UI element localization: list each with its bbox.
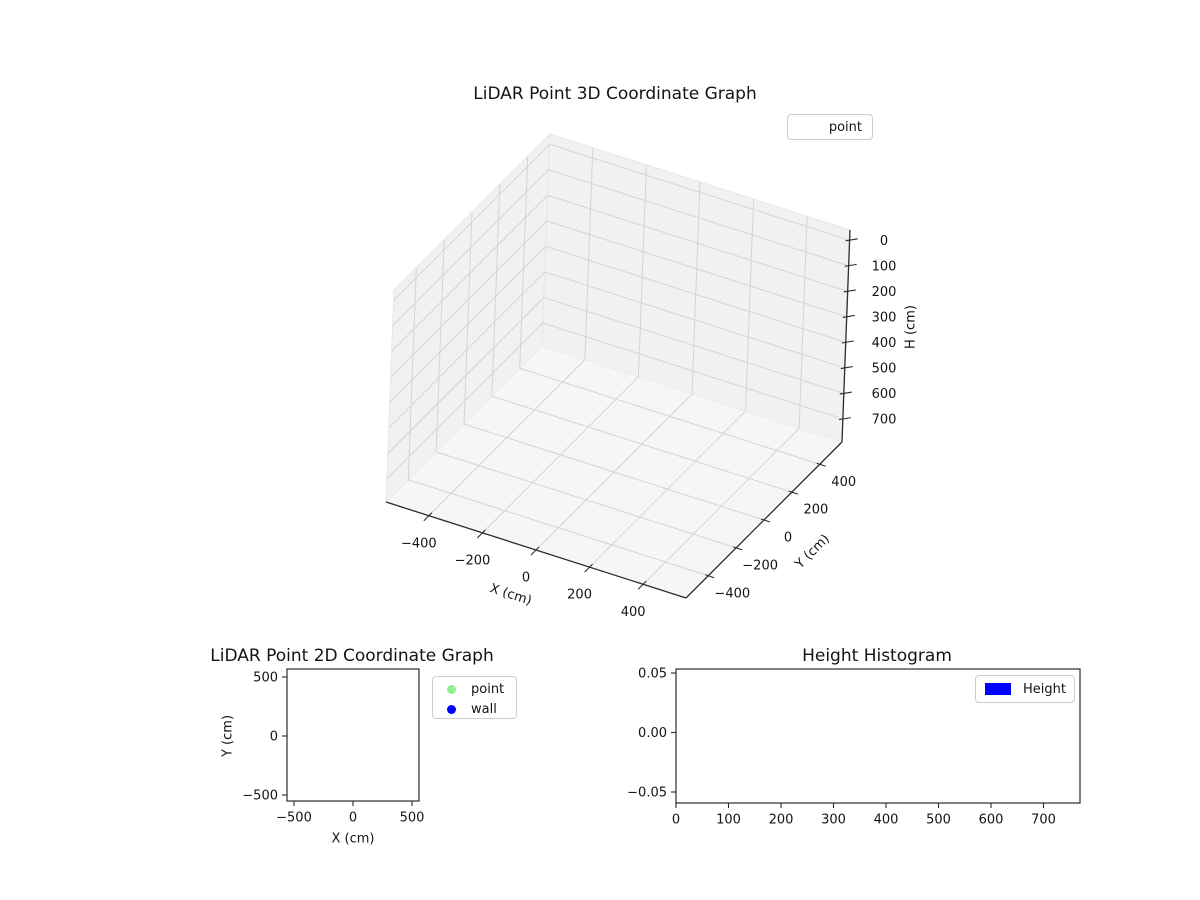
- 3d-floor-grid-y: [408, 479, 709, 577]
- 3d-rightwall-grid-z: [545, 245, 846, 343]
- 3d-rightwall-grid-z: [542, 322, 844, 420]
- 3d-leftwall-grid-z: [386, 322, 544, 480]
- 3d-y-tick-label: −200: [742, 558, 778, 573]
- 3d-y-tick-label: 200: [803, 503, 828, 518]
- 3d-h-tick-label: 200: [872, 285, 897, 300]
- 2d-y-tick-label: 500: [253, 671, 278, 686]
- hist-x-tick-label: 300: [821, 813, 846, 828]
- hist-x-tick-label: 600: [979, 813, 1004, 828]
- 3d-x-tick: [637, 580, 647, 590]
- plot2d-legend-label-point: point: [471, 681, 505, 697]
- 3d-x-tick: [530, 546, 540, 556]
- 3d-h-tick: [843, 289, 856, 293]
- 3d-h-tick: [841, 340, 854, 344]
- 3d-floor-grid-y: [463, 423, 765, 521]
- 3d-h-tick-label: 700: [872, 413, 897, 428]
- 3d-y-tick: [788, 490, 799, 495]
- 3d-leftwall-grid-z: [392, 169, 550, 327]
- 3d-x-tick-label: −400: [401, 536, 437, 551]
- 3d-h-tick-label: 100: [872, 259, 897, 274]
- 3d-y-tick: [816, 462, 826, 467]
- 3d-floor-grid-y: [435, 451, 737, 549]
- 2d-x-axis-label: X (cm): [332, 832, 375, 847]
- hist-x-tick-label: 400: [874, 813, 899, 828]
- 3d-h-axis-label: H (cm): [904, 305, 919, 349]
- hist-y-tick-label: 0.00: [638, 726, 667, 741]
- plot3d-legend-label-point: point: [828, 119, 862, 135]
- 3d-rightwall-grid-z: [548, 169, 849, 267]
- hist-x-tick-label: 700: [1031, 813, 1056, 828]
- hist-y-tick-label: −0.05: [627, 786, 667, 801]
- 3d-y-tick-label: −400: [714, 586, 750, 601]
- 2d-y-axis-label: Y (cm): [221, 715, 236, 758]
- hist-x-tick-label: 100: [716, 813, 741, 828]
- 3d-y-tick-label: 400: [831, 475, 856, 490]
- 2d-axes-box: [286, 668, 420, 802]
- 2d-x-tick-label: 500: [400, 811, 425, 826]
- 3d-leftwall-grid-z: [391, 194, 549, 352]
- plot2d-legend-row-wall: wall: [433, 699, 516, 719]
- 3d-x-tick-label: 400: [621, 605, 646, 620]
- 3d-x-tick-label: 0: [522, 571, 530, 586]
- hist-axes-box: [675, 668, 1081, 804]
- 2d-y-tick-label: 0: [270, 730, 278, 745]
- 3d-h-tick: [842, 314, 855, 318]
- 3d-h-tick-label: 300: [872, 310, 897, 325]
- 3d-floor-grid-y: [519, 367, 820, 465]
- 3d-h-tick-label: 0: [880, 234, 888, 249]
- 3d-h-tick: [839, 391, 852, 395]
- 3d-x-tick: [584, 563, 593, 573]
- 3d-h-tick: [840, 365, 853, 370]
- 3d-h-tick: [838, 417, 851, 421]
- 3d-leftwall-grid-z: [393, 143, 550, 301]
- histogram-legend-label-height: Height: [1023, 681, 1066, 697]
- 2d-y-tick-label: −500: [242, 789, 278, 804]
- 3d-floor-grid-y: [491, 395, 793, 493]
- 3d-y-tick-label: 0: [784, 531, 792, 546]
- 3d-leftwall-grid-z: [389, 246, 547, 403]
- 3d-leftwall-grid-z: [388, 271, 546, 429]
- 3d-h-tick-label: 400: [872, 336, 897, 351]
- 3d-h-tick: [845, 238, 858, 242]
- 3d-x-tick: [477, 529, 486, 539]
- hist-x-tick-label: 200: [769, 813, 794, 828]
- 3d-x-tick: [423, 512, 433, 522]
- plot3d-title: LiDAR Point 3D Coordinate Graph: [473, 84, 757, 104]
- 3d-x-tick-label: −200: [455, 553, 491, 568]
- plot2d-legend-label-wall: wall: [471, 701, 497, 717]
- point-marker-icon: [447, 684, 456, 694]
- hist-x-tick-label: 0: [672, 813, 680, 828]
- 2d-x-tick-label: −500: [276, 811, 312, 826]
- 3d-rightwall-grid-z: [543, 296, 844, 394]
- 3d-y-axis-label: Y (cm): [792, 532, 833, 573]
- hist-y-tick-label: 0.05: [638, 667, 667, 682]
- 3d-h-tick: [844, 263, 857, 267]
- plot2d-title: LiDAR Point 2D Coordinate Graph: [210, 646, 494, 666]
- 3d-y-tick: [732, 546, 743, 551]
- wall-marker-icon: [447, 704, 456, 714]
- 3d-leftwall-grid-z: [387, 297, 545, 454]
- plot3d-legend: point: [787, 114, 873, 140]
- 3d-h-tick-label: 500: [872, 361, 897, 376]
- 3d-rightwall-grid-z: [549, 143, 850, 241]
- hist-x-tick-label: 500: [926, 813, 951, 828]
- plot2d-legend: point wall: [432, 676, 517, 719]
- 3d-leftwall-grid-z: [390, 220, 548, 378]
- 3d-rightwall-grid-z: [547, 194, 848, 292]
- 3d-x-tick-label: 200: [567, 588, 592, 603]
- 3d-y-tick: [705, 574, 715, 579]
- histogram-legend: Height: [975, 675, 1075, 703]
- 3d-y-tick: [760, 518, 771, 523]
- 2d-x-tick-label: 0: [349, 811, 357, 826]
- 3d-rightwall-grid-z: [546, 220, 847, 318]
- 3d-h-tick-label: 600: [872, 387, 897, 402]
- plot2d-legend-row-point: point: [433, 679, 516, 699]
- histogram-title: Height Histogram: [802, 646, 952, 666]
- 3d-rightwall-grid-z: [544, 271, 845, 369]
- height-bar-swatch-icon: [985, 683, 1011, 695]
